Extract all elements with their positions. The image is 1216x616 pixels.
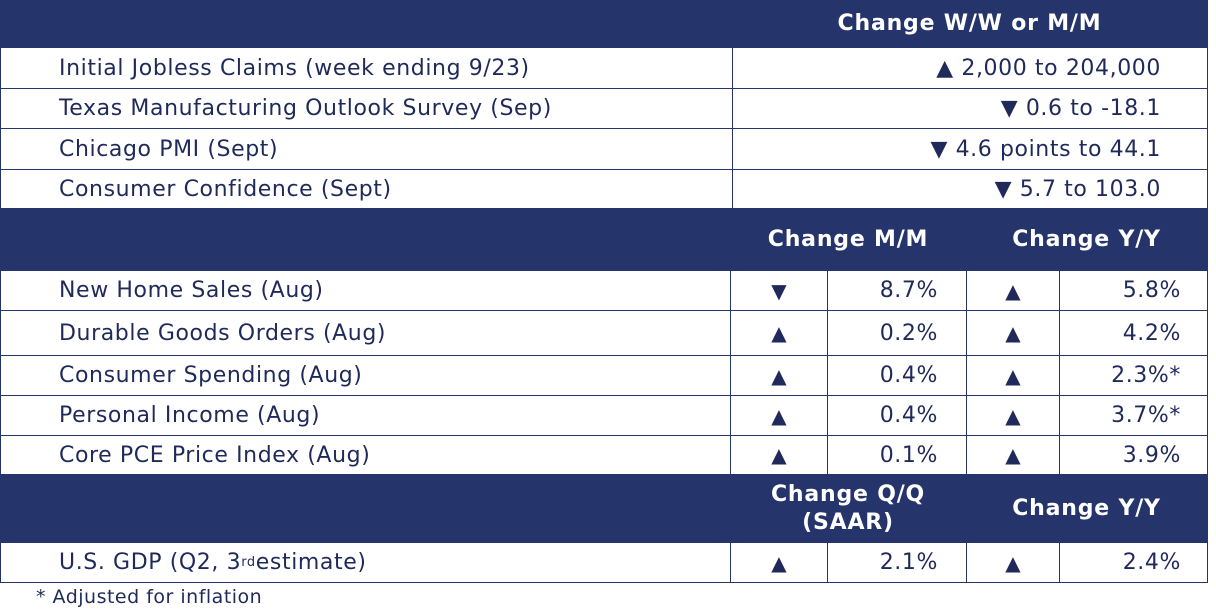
column-divider	[966, 396, 967, 435]
column-divider	[966, 356, 967, 395]
indicator-label: Consumer Spending (Aug)	[59, 363, 363, 388]
change-yoy-value: 4.2%	[1122, 320, 1181, 346]
header-change-wow-mom: Change W/W or M/M	[837, 11, 1102, 36]
column-divider	[827, 356, 828, 395]
change-mom-value: 8.7%	[879, 278, 938, 303]
column-divider	[730, 311, 731, 355]
table-row: Personal Income (Aug) ▲ 0.4% ▲ 3.7%*	[0, 396, 1208, 436]
header-change-qoq-line2: (SAAR)	[802, 509, 894, 535]
header-change-qoq: Change Q/Q (SAAR)	[731, 474, 965, 543]
change-yoy-value: 3.9%	[1122, 442, 1181, 468]
header-change-yoy: Change Y/Y	[1012, 495, 1161, 521]
indicator-label: Personal Income (Aug)	[59, 403, 321, 428]
change-yoy-value: 2.4%	[1122, 550, 1181, 575]
indicator-change: ▼ 0.6 to -18.1	[1000, 96, 1161, 121]
column-divider	[827, 436, 828, 474]
direction-icon: ▲	[771, 321, 787, 345]
column-divider	[1059, 543, 1060, 582]
header-row-2: Change M/M Change Y/Y	[0, 208, 1208, 271]
column-divider	[1059, 396, 1060, 435]
indicator-label: Chicago PMI (Sept)	[59, 136, 279, 162]
table-row: Core PCE Price Index (Aug) ▲ 0.1% ▲ 3.9%	[0, 436, 1208, 474]
column-divider	[827, 396, 828, 435]
change-qoq-value: 2.1%	[879, 550, 938, 575]
direction-icon: ▲	[771, 550, 787, 575]
direction-icon: ▲	[1005, 363, 1021, 388]
column-divider	[732, 48, 733, 88]
indicator-label: Consumer Confidence (Sept)	[59, 176, 392, 202]
header-change-yoy: Change Y/Y	[1012, 226, 1161, 252]
column-divider	[966, 271, 967, 310]
direction-icon: ▲	[1005, 321, 1021, 345]
change-yoy-value: 2.3%*	[1111, 363, 1181, 388]
column-divider	[1059, 271, 1060, 310]
direction-icon: ▲	[771, 443, 787, 467]
table-row: Chicago PMI (Sept) ▼ 4.6 points to 44.1	[0, 129, 1208, 170]
change-yoy-value: 5.8%	[1122, 278, 1181, 303]
change-mom-value: 0.4%	[879, 363, 938, 388]
indicator-label: Initial Jobless Claims (week ending 9/23…	[59, 55, 530, 81]
column-divider	[730, 436, 731, 474]
table-row: Consumer Spending (Aug) ▲ 0.4% ▲ 2.3%*	[0, 356, 1208, 396]
column-divider	[730, 356, 731, 395]
indicator-change: ▲ 2,000 to 204,000	[936, 55, 1161, 81]
column-divider	[730, 396, 731, 435]
header-row-1: Change W/W or M/M	[0, 0, 1208, 48]
direction-icon: ▲	[771, 363, 787, 388]
indicator-label: Durable Goods Orders (Aug)	[59, 320, 387, 346]
gdp-label-post: estimate)	[255, 550, 367, 575]
column-divider	[966, 311, 967, 355]
column-divider	[730, 271, 731, 310]
gdp-label-sup: rd	[241, 555, 256, 570]
column-divider	[730, 543, 731, 582]
indicator-change: ▼ 5.7 to 103.0	[994, 176, 1161, 202]
indicator-label: New Home Sales (Aug)	[59, 278, 324, 303]
table-row: Initial Jobless Claims (week ending 9/23…	[0, 48, 1208, 89]
header-row-3: Change Q/Q (SAAR) Change Y/Y	[0, 474, 1208, 543]
gdp-label-pre: U.S. GDP (Q2, 3	[59, 550, 242, 575]
direction-icon: ▼	[771, 278, 787, 303]
column-divider	[827, 311, 828, 355]
column-divider	[732, 89, 733, 128]
column-divider	[732, 129, 733, 169]
column-divider	[966, 543, 967, 582]
header-change-qoq-line1: Change Q/Q	[770, 481, 926, 507]
direction-icon: ▲	[1005, 443, 1021, 467]
header-change-mom: Change M/M	[767, 226, 929, 252]
change-mom-value: 0.4%	[879, 403, 938, 428]
table-row: New Home Sales (Aug) ▼ 8.7% ▲ 5.8%	[0, 271, 1208, 311]
column-divider	[827, 543, 828, 582]
indicator-change: ▼ 4.6 points to 44.1	[930, 136, 1161, 162]
direction-icon: ▲	[1005, 550, 1021, 575]
table-row: Durable Goods Orders (Aug) ▲ 0.2% ▲ 4.2%	[0, 311, 1208, 356]
change-yoy-value: 3.7%*	[1111, 403, 1181, 428]
direction-icon: ▲	[1005, 403, 1021, 428]
column-divider	[1059, 311, 1060, 355]
column-divider	[1059, 436, 1060, 474]
direction-icon: ▲	[771, 403, 787, 428]
column-divider	[966, 436, 967, 474]
column-divider	[827, 271, 828, 310]
column-divider	[732, 170, 733, 208]
column-divider	[1059, 356, 1060, 395]
direction-icon: ▲	[1005, 278, 1021, 303]
table-row: Texas Manufacturing Outlook Survey (Sep)…	[0, 89, 1208, 129]
table-row: Consumer Confidence (Sept) ▼ 5.7 to 103.…	[0, 170, 1208, 208]
indicator-label: Texas Manufacturing Outlook Survey (Sep)	[59, 96, 552, 121]
change-mom-value: 0.2%	[879, 320, 938, 346]
change-mom-value: 0.1%	[879, 442, 938, 468]
indicator-label: Core PCE Price Index (Aug)	[59, 442, 371, 468]
footnote: * Adjusted for inflation	[36, 586, 263, 608]
